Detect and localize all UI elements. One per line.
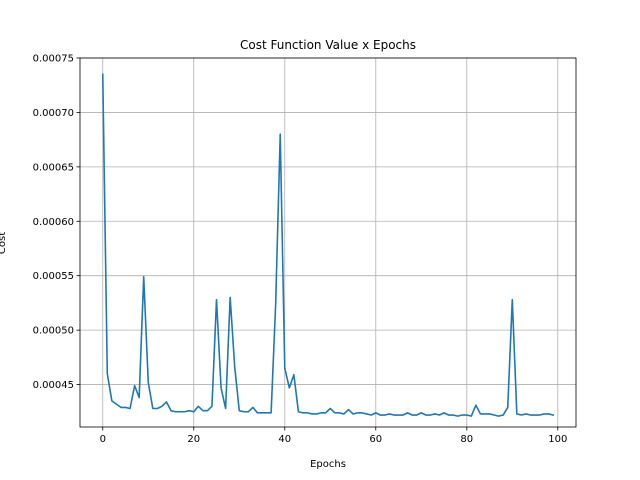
cost-series-line	[101, 73, 555, 417]
x-tick-label: 0	[100, 434, 106, 445]
plot-frame	[79, 57, 577, 428]
x-axis-ticks: 0 20 40 60 80 100	[100, 427, 567, 445]
y-axis-ticks: 0.00045 0.00050 0.00055 0.00060 0.00065 0.000…	[33, 54, 80, 391]
y-tick-label: 0.00065	[33, 162, 74, 173]
x-tick-label: 20	[187, 434, 200, 445]
axes-frame	[79, 57, 577, 428]
y-tick-label: 0.00045	[33, 380, 74, 391]
x-tick-label: 40	[278, 434, 291, 445]
x-axis-label: Epochs	[310, 459, 346, 470]
chart-title: Cost Function Value x Epochs	[240, 38, 416, 52]
y-tick-label: 0.00050	[33, 326, 74, 337]
x-tick-label: 80	[460, 434, 473, 445]
series-layer	[101, 73, 555, 417]
y-tick-label: 0.00055	[33, 271, 74, 282]
y-tick-label: 0.00060	[33, 217, 74, 228]
y-tick-label: 0.00070	[33, 108, 74, 119]
y-axis-label: Cost	[0, 232, 8, 254]
x-tick-label: 100	[548, 434, 567, 445]
grid	[80, 57, 576, 427]
x-tick-label: 60	[369, 434, 382, 445]
y-tick-label: 0.00075	[33, 54, 74, 65]
